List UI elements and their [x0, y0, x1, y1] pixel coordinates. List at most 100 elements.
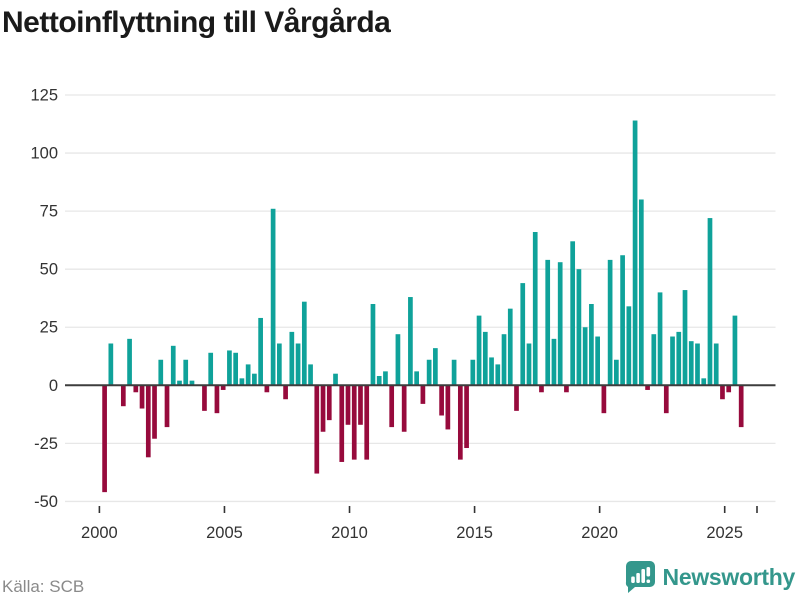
bar-negative — [645, 385, 650, 390]
bar-positive — [620, 255, 625, 386]
bar-positive — [670, 336, 675, 386]
bar-negative — [214, 385, 220, 414]
bar-positive — [383, 371, 388, 386]
bar-positive — [695, 343, 700, 386]
bar-negative — [464, 385, 469, 449]
bar-positive — [626, 306, 632, 386]
x-axis-tick-label: 2015 — [456, 524, 493, 542]
y-axis-tick-label: 0 — [49, 377, 58, 395]
bar-negative — [133, 385, 139, 393]
bar-negative — [220, 385, 226, 390]
bar-positive — [258, 317, 263, 386]
bar-glyph-medium — [635, 573, 640, 583]
bar-positive — [532, 232, 538, 386]
bar-glyph-small — [630, 576, 635, 583]
y-axis-tick-label: 75 — [40, 203, 58, 221]
bar-negative — [120, 385, 126, 407]
bar-positive — [507, 308, 513, 386]
bar-positive — [582, 327, 588, 386]
bar-negative — [457, 385, 463, 460]
bar-positive — [557, 262, 563, 386]
bar-positive — [295, 343, 301, 386]
bar-negative — [364, 385, 370, 460]
exclamation-dot-glyph — [646, 579, 650, 583]
bar-positive — [208, 352, 214, 386]
bar-positive — [476, 315, 482, 386]
bar-negative — [720, 385, 725, 400]
bar-positive — [233, 352, 239, 386]
bar-negative — [564, 385, 569, 393]
bar-negative — [145, 385, 151, 458]
bar-positive — [395, 334, 401, 386]
bar-positive — [376, 376, 382, 386]
bar-positive — [570, 241, 576, 386]
bar-positive — [545, 259, 551, 386]
bar-positive — [638, 199, 644, 386]
bar-positive — [108, 343, 114, 386]
bar-positive — [433, 348, 438, 386]
bar-negative — [264, 385, 270, 393]
bar-negative — [164, 385, 170, 428]
bar-positive — [183, 359, 189, 386]
newsworthy-bubble-chart-icon — [625, 561, 655, 593]
y-axis-tick-label: -50 — [34, 493, 58, 511]
bar-positive — [189, 380, 195, 386]
bar-positive — [551, 338, 557, 386]
bar-positive — [682, 290, 688, 386]
bar-positive — [158, 359, 164, 386]
bar-positive — [308, 364, 313, 386]
x-axis-tick-label: 2005 — [206, 524, 243, 542]
bar-positive — [301, 301, 307, 386]
bar-negative — [663, 385, 669, 414]
bar-positive — [732, 315, 738, 386]
bar-positive — [701, 378, 707, 386]
bar-positive — [239, 378, 245, 386]
bar-negative — [439, 385, 444, 416]
bar-positive — [489, 357, 494, 386]
page-title: Nettoinflyttning till Vårgårda — [2, 6, 391, 39]
bar-positive — [688, 341, 694, 386]
bar-positive — [127, 338, 132, 386]
bar-positive — [333, 373, 338, 386]
exclamation-bar-glyph — [646, 567, 650, 577]
x-axis-tick-label: 2010 — [331, 524, 368, 542]
newsworthy-logo: Newsworthy — [624, 560, 795, 594]
bar-positive — [713, 343, 719, 386]
bar-positive — [370, 304, 376, 386]
bar-positive — [177, 380, 182, 386]
y-axis-tick-label: 50 — [40, 261, 58, 279]
bar-positive — [414, 371, 419, 386]
bar-positive — [589, 304, 594, 386]
bar-glyph-tall — [640, 569, 645, 583]
x-axis-tick-label: 2025 — [706, 524, 743, 542]
bar-negative — [339, 385, 345, 462]
bar-negative — [726, 385, 732, 393]
bar-negative — [283, 385, 288, 400]
source-label: Källa: SCB — [2, 577, 85, 596]
bar-positive — [651, 334, 657, 386]
bar-negative — [139, 385, 145, 409]
bar-positive — [707, 218, 713, 386]
bar-positive — [451, 359, 457, 386]
bar-positive — [276, 343, 282, 386]
bar-negative — [326, 385, 332, 421]
bar-positive — [501, 334, 507, 386]
bar-positive — [520, 283, 526, 386]
x-axis-tick-label: 2020 — [581, 524, 618, 542]
bar-negative — [514, 385, 519, 411]
bar-positive — [632, 120, 638, 386]
bar-positive — [227, 350, 232, 386]
bar-positive — [252, 373, 257, 386]
bar-negative — [314, 385, 320, 474]
bar-positive — [607, 259, 613, 386]
speech-bubble-shape — [625, 561, 655, 593]
bar-positive — [614, 359, 619, 386]
bar-positive — [676, 331, 682, 386]
bar-positive — [408, 297, 413, 386]
bar-negative — [539, 385, 544, 393]
bar-negative — [445, 385, 451, 430]
bar-negative — [345, 385, 351, 425]
bar-negative — [601, 385, 607, 414]
